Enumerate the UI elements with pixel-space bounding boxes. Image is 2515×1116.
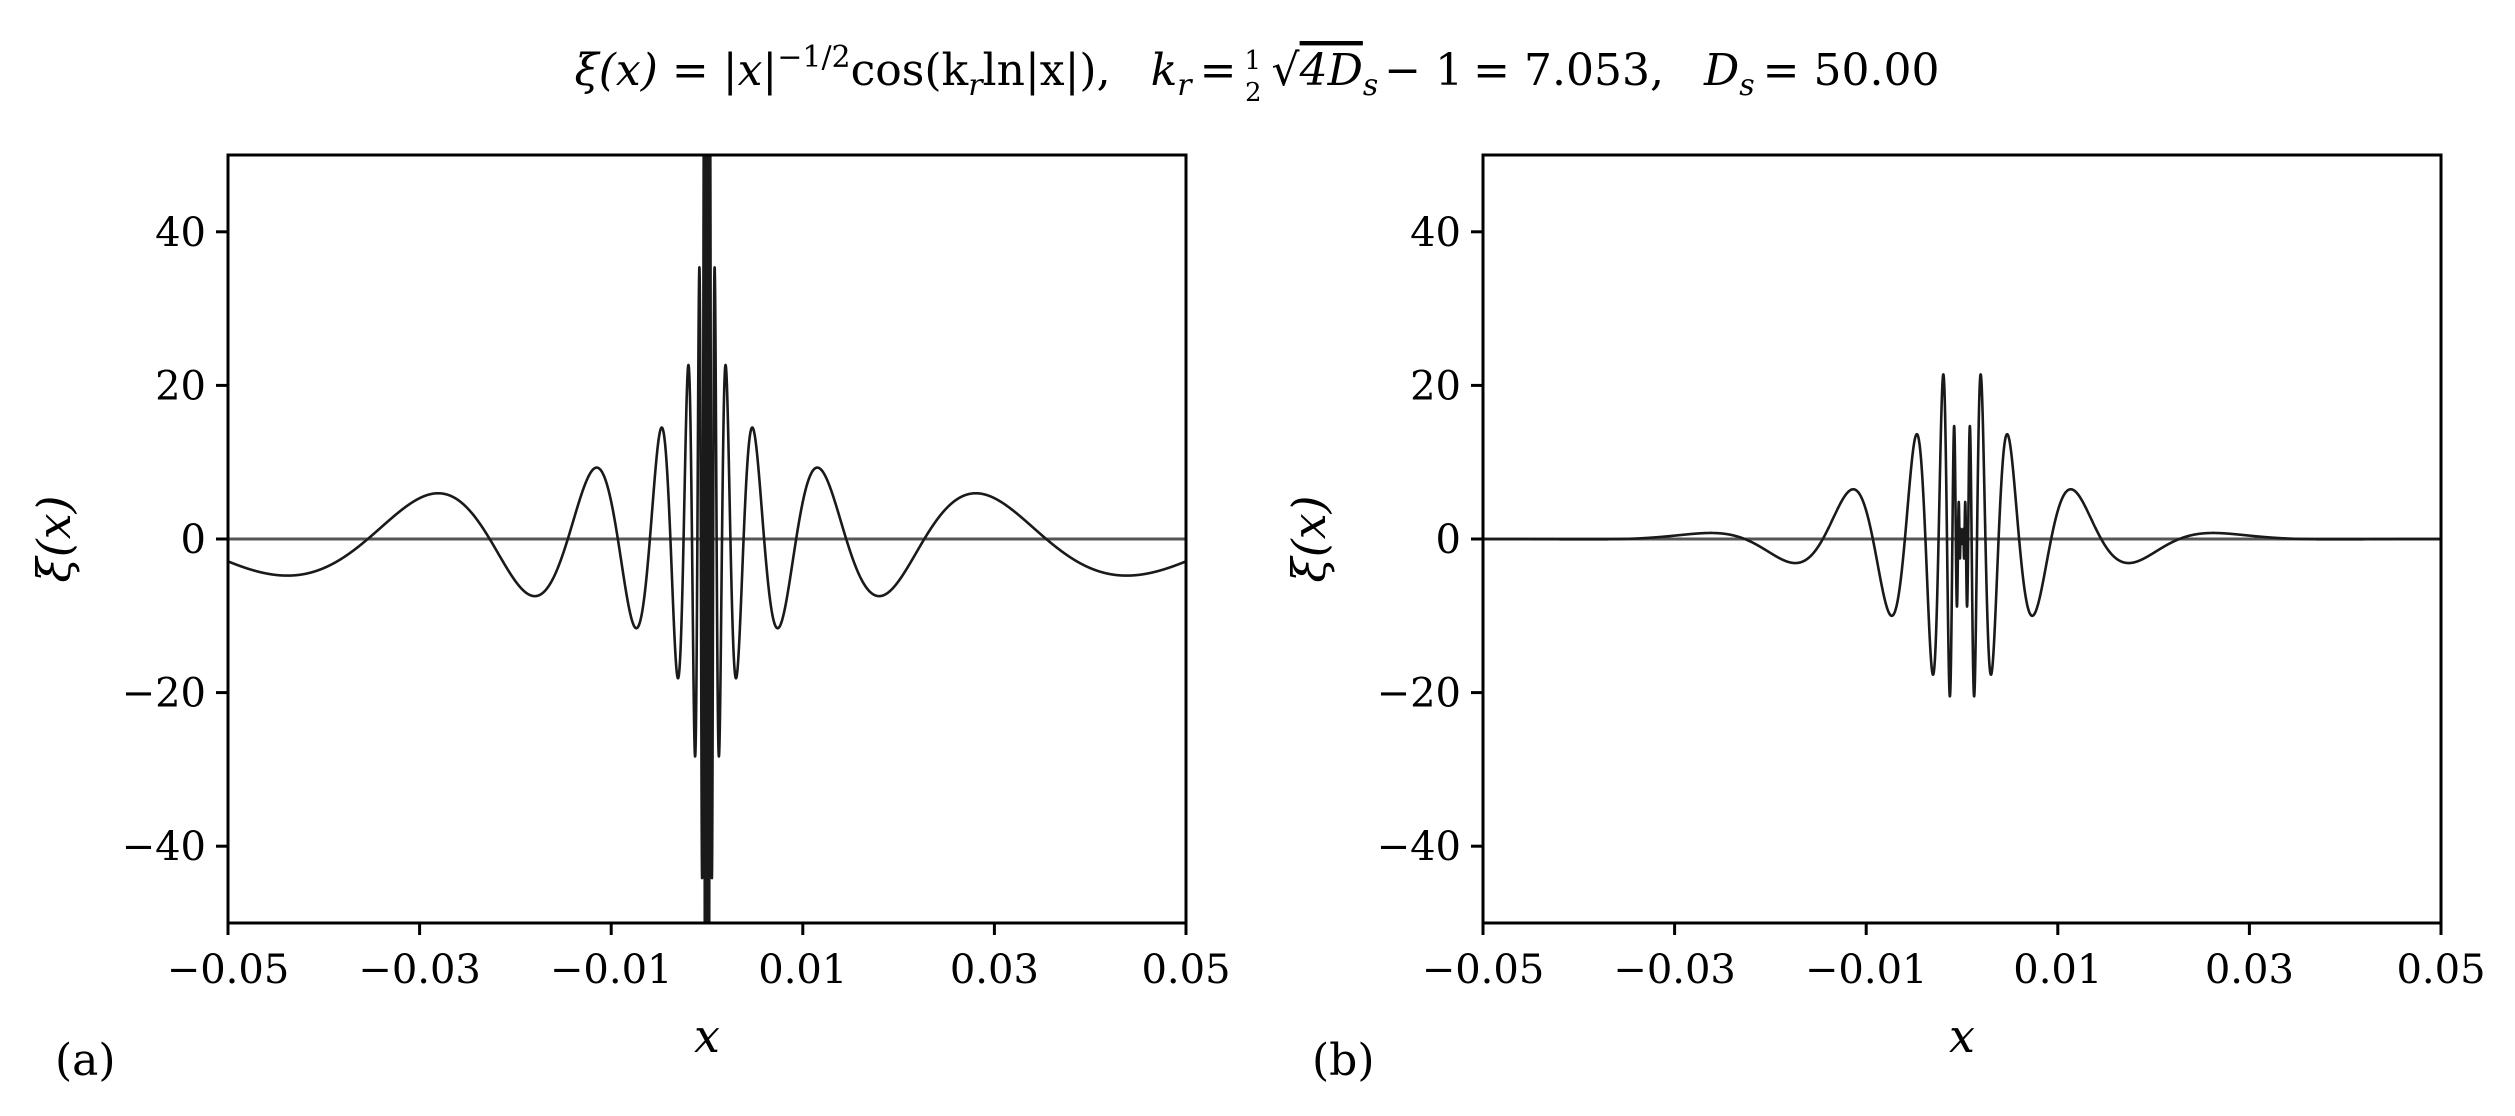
figure-title: ξ(x) = |x|−1/2cos(krln|x|), kr = 1 2 √4Ds − 1 =… xyxy=(575,40,1940,108)
y-ticks: 40 20 0 −20 −40 xyxy=(1377,210,1483,870)
series-curve xyxy=(228,155,1186,923)
x-tick-label: −0.03 xyxy=(1613,947,1736,993)
x-tick-label: 0.03 xyxy=(950,947,1039,993)
y-tick-label: −40 xyxy=(122,824,206,870)
x-tick-label: 0.01 xyxy=(758,947,847,993)
series-curve xyxy=(1483,373,2441,698)
y-axis-label: ξ(x) xyxy=(27,495,81,582)
y-axis-label: ξ(x) xyxy=(1282,495,1336,582)
title-equation: ξ(x) = |x|−1/2cos(krln|x|), kr = 1 2 √4Ds − 1 =… xyxy=(575,40,1940,108)
y-tick-label: 40 xyxy=(155,210,206,256)
y-tick-label: −20 xyxy=(122,671,206,717)
panel-b: −0.05 −0.03 −0.01 0.01 0.03 0.05 40200−20−40 … xyxy=(1282,153,2486,1086)
y-tick-label: 20 xyxy=(155,363,206,409)
x-axis-label: x xyxy=(694,1009,720,1063)
x-tick-label: −0.05 xyxy=(1422,947,1545,993)
panel-label: (b) xyxy=(1312,1035,1375,1086)
x-tick-label: 0.05 xyxy=(1141,947,1230,993)
x-ticks: −0.05 −0.03 −0.01 0.01 0.03 0.05 xyxy=(167,923,1231,993)
y-tick-label: 0 xyxy=(181,517,206,563)
y-tick-label: 20 xyxy=(1410,363,1461,409)
panel-a: −0.05 −0.03 −0.01 0.01 0.03 0.05 40200−20−40 … xyxy=(27,153,1231,1086)
x-tick-label: 0.03 xyxy=(2205,947,2294,993)
x-tick-label: −0.03 xyxy=(358,947,481,993)
y-tick-label: 0 xyxy=(1436,517,1461,563)
x-ticks: −0.05 −0.03 −0.01 0.01 0.03 0.05 xyxy=(1422,923,2486,993)
y-ticks: 40 20 0 −20 −40 xyxy=(122,210,228,870)
y-tick-label: −40 xyxy=(1377,824,1461,870)
panel-label: (a) xyxy=(55,1035,116,1086)
x-tick-label: 0.01 xyxy=(2013,947,2102,993)
x-tick-label: −0.05 xyxy=(167,947,290,993)
y-tick-label: −20 xyxy=(1377,671,1461,717)
y-tick-label: 40 xyxy=(1410,210,1461,256)
x-tick-label: −0.01 xyxy=(1805,947,1928,993)
x-axis-label: x xyxy=(1949,1009,1975,1063)
x-tick-label: −0.01 xyxy=(550,947,673,993)
x-tick-label: 0.05 xyxy=(2396,947,2485,993)
